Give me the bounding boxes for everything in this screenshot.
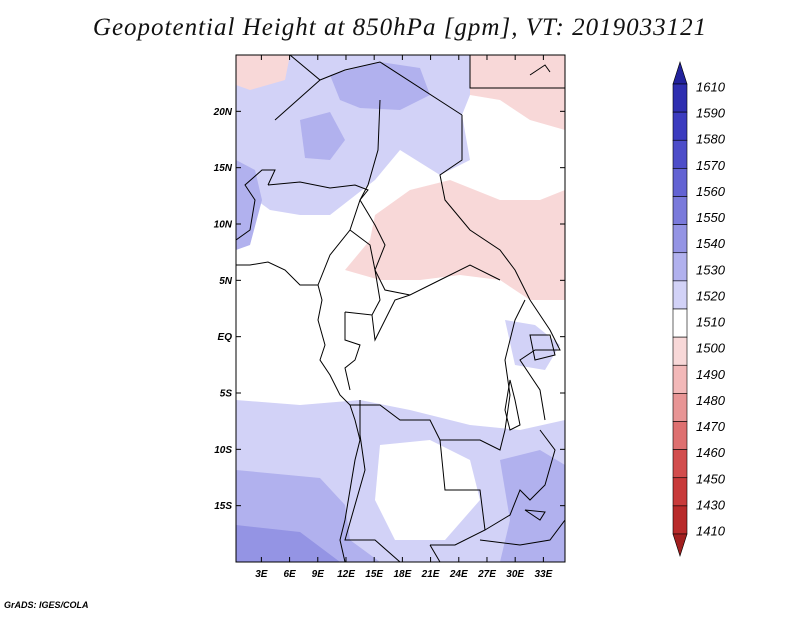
colorbar-swatch bbox=[672, 336, 688, 366]
colorbar-label: 1530 bbox=[696, 262, 726, 277]
colorbar-label: 1470 bbox=[696, 419, 726, 434]
border-gabon-congo bbox=[344, 312, 361, 391]
colorbar-label: 1520 bbox=[696, 288, 726, 303]
shade-west-blue bbox=[236, 160, 262, 250]
colorbar-label: 1580 bbox=[696, 132, 726, 147]
lon-label: 15E bbox=[365, 569, 383, 580]
shade-sahel-blue bbox=[330, 62, 430, 110]
colorbar-swatch bbox=[672, 139, 688, 169]
lat-label: EQ bbox=[218, 332, 233, 343]
border-drc-south bbox=[350, 299, 526, 451]
border-red-sea bbox=[529, 64, 551, 76]
colorbar-swatch bbox=[672, 168, 688, 197]
colorbar-swatch bbox=[672, 196, 688, 225]
colorbar-label: 1460 bbox=[696, 445, 726, 460]
colorbar-swatch bbox=[672, 393, 688, 422]
colorbar-swatch bbox=[672, 364, 688, 394]
grads-credit: GrADS: IGES/COLA bbox=[4, 600, 89, 610]
lat-label: 20N bbox=[213, 107, 233, 118]
shade-northeast-pink bbox=[470, 55, 565, 130]
border-west-africa bbox=[236, 169, 276, 241]
border-egypt-sudan bbox=[469, 55, 565, 89]
coastline bbox=[236, 261, 361, 562]
colorbar-bottom-arrow bbox=[672, 533, 688, 557]
map-title: Geopotential Height at 850hPa [gpm], VT:… bbox=[92, 14, 708, 41]
shade-niger-blue bbox=[300, 112, 345, 160]
colorbar-swatch bbox=[672, 280, 688, 310]
shade-southwest-deep bbox=[236, 525, 340, 562]
shade-northwest-pink bbox=[236, 55, 290, 90]
lon-label: 9E bbox=[312, 569, 325, 580]
border-car bbox=[359, 199, 501, 296]
colorbar-label: 1610 bbox=[696, 80, 726, 95]
lon-label: 21E bbox=[421, 569, 440, 580]
lon-label: 18E bbox=[393, 569, 411, 580]
border-zambia-east bbox=[484, 429, 556, 531]
lat-label: 10N bbox=[214, 220, 233, 231]
colorbar-swatch bbox=[672, 111, 688, 141]
shade-angola-white bbox=[375, 440, 480, 540]
border-cameroon bbox=[344, 229, 381, 316]
border-congo-drc bbox=[371, 294, 411, 342]
colorbar-swatch bbox=[672, 224, 688, 254]
latitude-axis: 20N 15N 10N 5N EQ 5S 10S 15S bbox=[213, 107, 565, 512]
lake-malawi bbox=[524, 509, 546, 521]
colorbar-swatch bbox=[672, 83, 688, 113]
border-lines bbox=[236, 55, 565, 562]
lake-victoria bbox=[529, 334, 556, 361]
lon-label: 30E bbox=[506, 569, 524, 580]
colorbar-label: 1480 bbox=[696, 393, 726, 408]
lat-label: 10S bbox=[214, 445, 232, 456]
lake-tanganyika bbox=[504, 379, 521, 431]
colorbar-label: 1490 bbox=[696, 367, 726, 382]
lon-label: 6E bbox=[283, 569, 296, 580]
border-nigeria bbox=[267, 181, 369, 286]
shade-central-pink bbox=[345, 180, 565, 300]
border-east-africa bbox=[519, 299, 561, 421]
colorbar-label: 1430 bbox=[696, 497, 726, 512]
shading-layer bbox=[236, 55, 565, 562]
colorbar-label: 1540 bbox=[696, 236, 726, 251]
lon-label: 12E bbox=[337, 569, 355, 580]
colorbar-label: 1590 bbox=[696, 106, 726, 121]
lon-label: 3E bbox=[255, 569, 268, 580]
colorbar-label: 1450 bbox=[696, 471, 726, 486]
border-sw-africa bbox=[429, 519, 565, 562]
lon-label: 24E bbox=[449, 569, 468, 580]
border-niger-chad bbox=[359, 99, 381, 201]
colorbar-swatch bbox=[672, 421, 688, 450]
lon-label: 33E bbox=[534, 569, 552, 580]
border-chad-sudan bbox=[439, 115, 531, 301]
border-sahara-1 bbox=[289, 55, 463, 116]
longitude-axis: 3E 6E 9E 12E 15E 18E 21E 24E 27E 30E 33E bbox=[255, 55, 553, 580]
colorbar-label: 1500 bbox=[696, 341, 726, 356]
border-sahara-2 bbox=[274, 79, 321, 121]
colorbar: 1610 1590 1580 1570 1560 1550 1540 1530 1520 1510… bbox=[672, 61, 726, 557]
lat-label: 5N bbox=[219, 276, 233, 287]
colorbar-label: 1410 bbox=[696, 524, 726, 539]
border-angola-zambia bbox=[430, 439, 486, 546]
colorbar-label: 1510 bbox=[696, 315, 726, 330]
colorbar-swatch bbox=[672, 449, 688, 479]
colorbar-swatch bbox=[672, 252, 688, 282]
colorbar-label: 1560 bbox=[696, 184, 726, 199]
colorbar-swatch bbox=[672, 308, 688, 338]
colorbar-top-arrow bbox=[672, 61, 688, 85]
colorbar-swatch bbox=[672, 477, 688, 507]
colorbar-swatch bbox=[672, 505, 688, 535]
colorbar-label: 1550 bbox=[696, 210, 726, 225]
lat-label: 15S bbox=[214, 501, 232, 512]
border-angola-south bbox=[344, 400, 401, 562]
lat-label: 15N bbox=[214, 163, 233, 174]
lon-label: 27E bbox=[477, 569, 496, 580]
colorbar-label: 1570 bbox=[696, 158, 726, 173]
shade-southeast-blue bbox=[500, 450, 565, 562]
lat-label: 5S bbox=[220, 389, 233, 400]
map-frame bbox=[235, 54, 566, 563]
